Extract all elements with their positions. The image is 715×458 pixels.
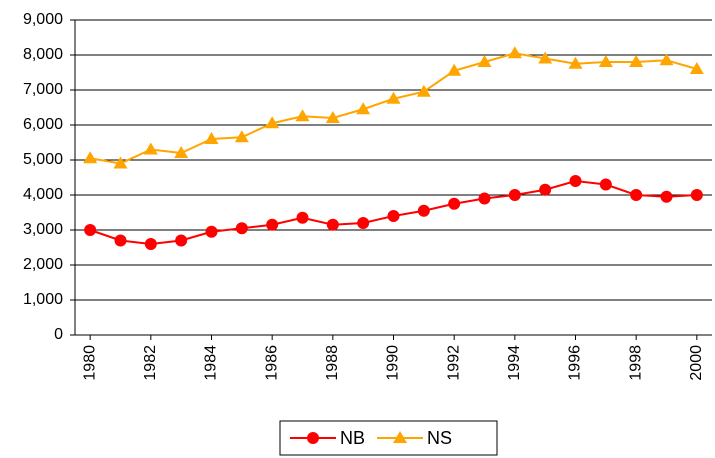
marker — [357, 217, 370, 229]
marker — [660, 190, 673, 203]
series — [83, 46, 704, 169]
marker — [598, 55, 613, 67]
marker — [417, 204, 430, 217]
legend-marker — [393, 431, 408, 443]
marker — [659, 53, 674, 66]
y-tick-label: 7,000 — [23, 81, 63, 98]
marker — [266, 218, 279, 231]
x-tick-label: 2000 — [688, 345, 705, 381]
marker — [114, 234, 127, 247]
legend-marker — [307, 432, 319, 444]
marker — [448, 197, 461, 210]
marker — [174, 146, 189, 158]
x-tick-label: 1988 — [324, 345, 341, 381]
marker — [569, 175, 582, 187]
x-tick-label: 1996 — [567, 345, 584, 381]
marker — [478, 192, 491, 205]
marker — [690, 189, 703, 201]
marker — [265, 116, 280, 129]
y-tick-label: 2,000 — [23, 256, 63, 273]
y-tick-label: 0 — [54, 326, 63, 343]
marker — [477, 55, 492, 67]
marker — [326, 218, 339, 231]
marker — [143, 142, 158, 155]
marker — [386, 91, 401, 104]
x-tick-label: 1984 — [203, 345, 220, 381]
x-tick-label: 1982 — [142, 345, 159, 381]
y-tick-label: 5,000 — [23, 151, 63, 168]
marker — [83, 151, 98, 164]
marker — [234, 130, 249, 143]
marker — [325, 111, 340, 123]
x-tick-label: 1992 — [445, 345, 462, 381]
series — [84, 175, 703, 250]
y-tick-label: 9,000 — [23, 11, 63, 28]
marker — [295, 109, 310, 122]
marker — [113, 156, 128, 169]
marker — [416, 84, 431, 97]
legend-label: NB — [340, 428, 365, 448]
marker — [689, 62, 704, 74]
x-tick-label: 1990 — [385, 345, 402, 381]
marker — [144, 238, 157, 250]
marker — [629, 55, 644, 67]
marker — [204, 132, 219, 144]
marker — [356, 102, 371, 115]
x-tick-label: 1980 — [81, 345, 98, 381]
marker — [447, 63, 462, 76]
marker — [507, 46, 522, 59]
x-tick-label: 1986 — [263, 345, 280, 381]
marker — [538, 51, 553, 64]
marker — [387, 210, 400, 222]
legend: NB NS — [279, 420, 498, 456]
x-tick-label: 1998 — [627, 345, 644, 381]
y-tick-label: 1,000 — [23, 291, 63, 308]
y-tick-label: 3,000 — [23, 221, 63, 238]
y-tick-label: 8,000 — [23, 46, 63, 63]
marker — [539, 183, 552, 196]
legend-label: NS — [427, 428, 452, 448]
marker — [84, 224, 97, 236]
marker — [630, 189, 643, 201]
y-tick-label: 6,000 — [23, 116, 63, 133]
y-tick-label: 4,000 — [23, 186, 63, 203]
marker — [568, 56, 583, 69]
marker — [296, 211, 309, 224]
marker — [508, 189, 521, 201]
x-tick-label: 1994 — [506, 345, 523, 381]
marker — [175, 234, 188, 247]
marker — [235, 222, 248, 235]
marker — [205, 225, 218, 238]
marker — [599, 178, 612, 191]
